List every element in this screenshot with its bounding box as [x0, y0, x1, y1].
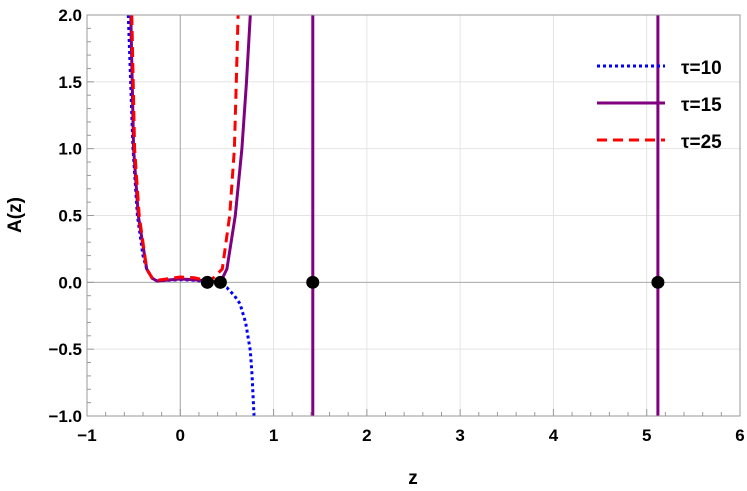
y-tick-label: −0.5 [48, 340, 82, 359]
x-tick-label: 1 [269, 426, 278, 445]
root-point [200, 275, 214, 289]
y-axis-label: A(z) [5, 197, 26, 233]
y-tick-label: 0.5 [58, 207, 82, 226]
grid [86, 14, 741, 417]
legend-label-3: τ=25 [681, 132, 722, 153]
legend-label-1: τ=10 [681, 58, 722, 79]
x-tick-label: 6 [735, 426, 744, 445]
series-line-3 [130, 14, 240, 283]
x-tick-label: −1 [77, 426, 96, 445]
plot-area [126, 14, 665, 417]
x-tick-label: 2 [362, 426, 371, 445]
x-tick-label: 0 [176, 426, 185, 445]
x-tick-label: 3 [455, 426, 464, 445]
root-point [213, 275, 227, 289]
plot-frame [86, 14, 741, 417]
y-tick-label: 0.0 [58, 273, 82, 292]
legend: τ=10 τ=15 τ=25 [597, 58, 722, 153]
legend-label-2: τ=15 [681, 95, 722, 116]
root-point [306, 275, 320, 289]
x-tick-label: 4 [549, 426, 559, 445]
root-point [651, 275, 665, 289]
y-tick-label: 1.5 [58, 73, 82, 92]
x-tick-label: 5 [642, 426, 651, 445]
axis-ticks: −1 0 1 2 3 4 5 6 −1.0 −0.5 0.0 0.5 1.0 1.5 2.0 [48, 6, 744, 445]
y-tick-label: 1.0 [58, 140, 82, 159]
y-tick-label: −1.0 [48, 407, 82, 426]
y-tick-label: 2.0 [58, 6, 82, 25]
x-axis-label: z [408, 468, 418, 489]
